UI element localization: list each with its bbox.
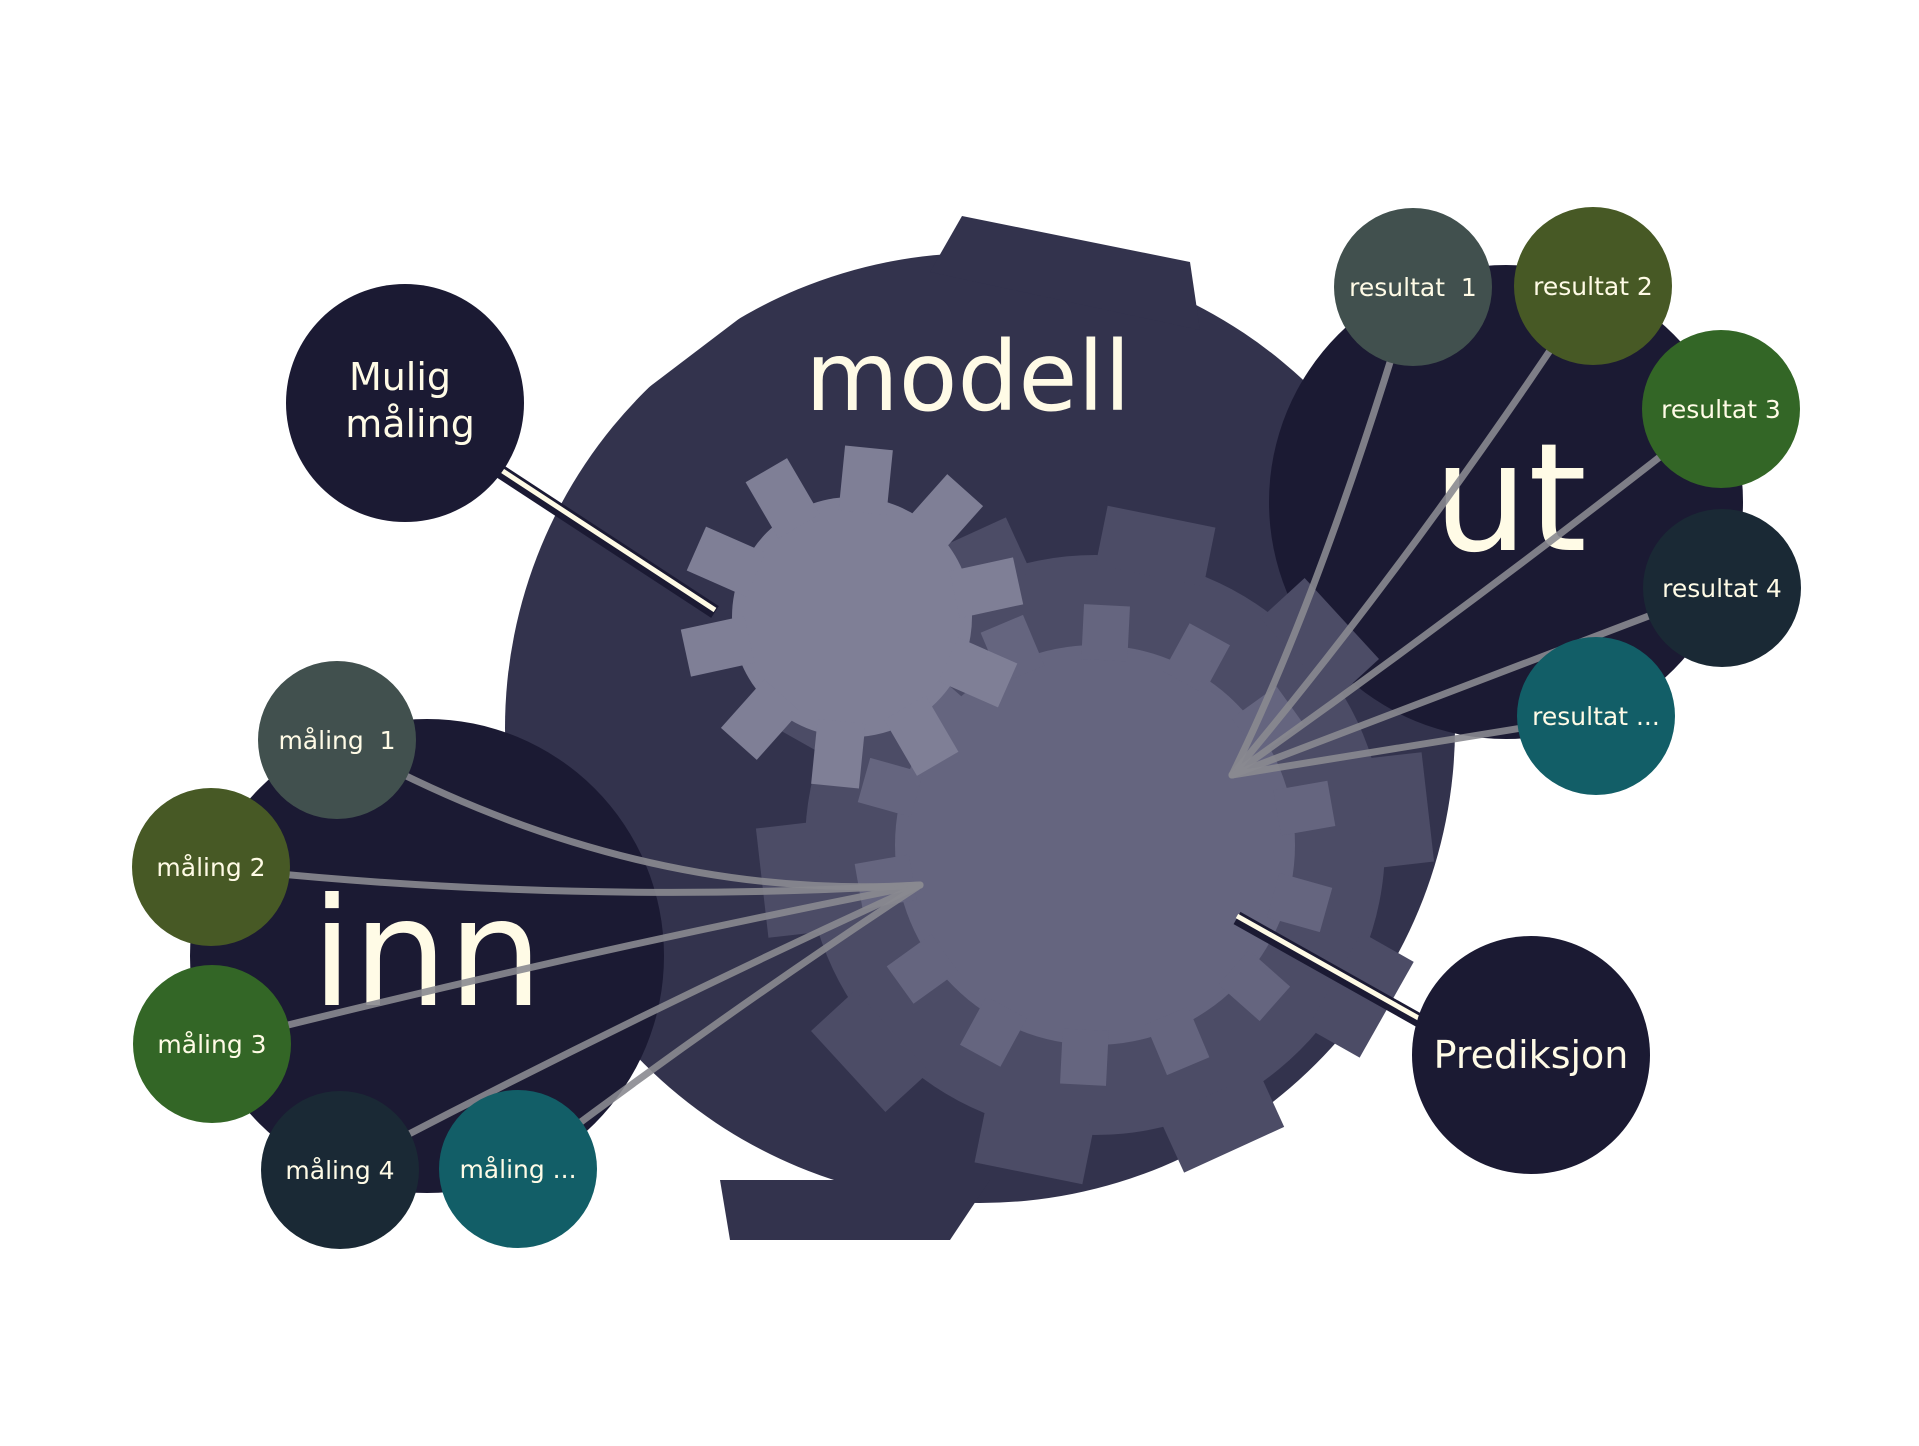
connector-line: [1228, 282, 1597, 779]
measurement-node-3: måling 3: [133, 965, 291, 1123]
connector-line: [207, 863, 924, 896]
result-label-3: resultat 3: [1661, 395, 1781, 424]
connectors: [207, 282, 1726, 1174]
model-label: modell: [805, 321, 1131, 433]
output-region: ut: [1269, 265, 1743, 739]
result-label-2: resultat 2: [1533, 272, 1653, 301]
prediction-node: Prediksjon: [1412, 936, 1650, 1174]
result-label-4: resultat 4: [1662, 574, 1782, 603]
measurement-label-5: måling ...: [459, 1155, 576, 1184]
measurement-label-1: måling 1: [278, 726, 395, 755]
connector-line: [336, 881, 924, 1174]
prediction-link: [1233, 911, 1426, 1029]
measurement-label-2: måling 2: [156, 853, 265, 882]
connector-line: [1228, 405, 1725, 779]
measurement-label-3: måling 3: [157, 1030, 266, 1059]
result-node-3: resultat 3: [1642, 330, 1800, 488]
small-gear: [680, 445, 1024, 789]
measurement-node-1: måling 1: [258, 661, 416, 819]
connector-line: [208, 881, 924, 1048]
result-label-1: resultat 1: [1349, 273, 1477, 302]
output-label: ut: [1433, 412, 1587, 586]
result-node-4: resultat 4: [1643, 509, 1801, 667]
result-label-5: resultat ...: [1532, 702, 1660, 731]
input-label: inn: [311, 867, 543, 1041]
result-node-2: resultat 2: [1514, 207, 1672, 365]
measurement-node-5: måling ...: [439, 1090, 597, 1248]
large-gear: [755, 505, 1435, 1185]
measurement-node-4: måling 4: [261, 1091, 419, 1249]
possible-measurement-node: Mulig måling: [286, 284, 524, 522]
possible-measurement-line-2: måling: [345, 402, 475, 446]
input-region: inn: [190, 719, 664, 1193]
possible-measurement-link: [491, 462, 719, 618]
connector-line: [1228, 283, 1417, 779]
prediction-label: Prediksjon: [1434, 1033, 1629, 1077]
measurement-label-4: måling 4: [285, 1156, 394, 1185]
result-node-5: resultat ...: [1517, 637, 1675, 795]
measurement-nodes: måling 1 måling 2 måling 3 måling 4 måling .…: [132, 661, 597, 1249]
result-nodes: resultat 1 resultat 2 resultat 3 resultat 4…: [1334, 207, 1801, 795]
result-node-1: resultat 1: [1334, 208, 1492, 366]
possible-measurement-line-1: Mulig: [349, 355, 451, 399]
measurement-node-2: måling 2: [132, 788, 290, 946]
